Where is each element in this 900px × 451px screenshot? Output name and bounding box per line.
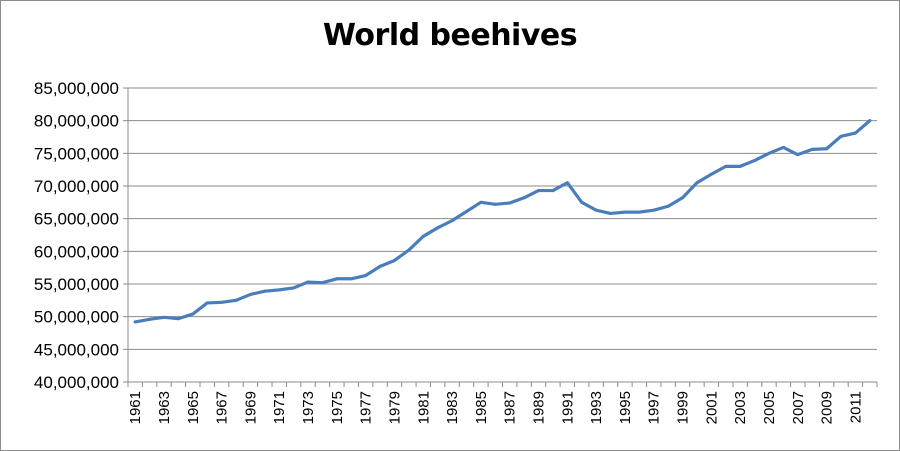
data-point [781, 145, 785, 149]
data-point [853, 131, 857, 135]
data-point [292, 286, 296, 290]
x-tick-label: 2011 [847, 391, 864, 423]
data-point [421, 234, 425, 238]
data-point [594, 208, 598, 212]
x-tick-label: 1973 [300, 391, 317, 424]
gridlines [128, 87, 877, 350]
x-tick-label: 2009 [819, 391, 836, 424]
x-tick-label: 1977 [358, 391, 375, 424]
data-point [162, 315, 166, 319]
x-tick-label: 1981 [415, 391, 432, 424]
x-tick-label: 1979 [386, 391, 403, 424]
x-axis: 1961 1963 1965 1967 1969 1971 1973 1975 1977 1979… [127, 381, 878, 424]
data-point [522, 196, 526, 200]
data-point [623, 210, 627, 214]
data-point [709, 172, 713, 176]
data-point [868, 119, 872, 123]
data-point [248, 292, 252, 296]
data-point [637, 210, 641, 214]
x-tick-label: 1999 [675, 391, 692, 424]
data-point [349, 277, 353, 281]
data-point [796, 153, 800, 157]
data-point [580, 200, 584, 204]
data-point [335, 277, 339, 281]
data-point [695, 181, 699, 185]
data-point [681, 196, 685, 200]
x-tick-label: 1961 [127, 391, 144, 424]
data-point [825, 147, 829, 151]
x-tick-label: 1993 [588, 391, 605, 424]
data-point [537, 189, 541, 193]
y-tick-label: 80,000,000 [34, 112, 119, 131]
y-tick-label: 75,000,000 [34, 144, 119, 163]
x-tick-label: 1989 [531, 391, 548, 424]
y-tick-label: 85,000,000 [34, 79, 119, 98]
chart-title: World beehives [322, 18, 578, 53]
x-tick-label: 1971 [271, 391, 288, 424]
data-point [320, 281, 324, 285]
data-point [493, 202, 497, 206]
x-tick-label: 2003 [732, 391, 749, 424]
x-tick-label: 1965 [185, 391, 202, 424]
data-point [364, 274, 368, 278]
data-point [436, 226, 440, 230]
data-point [205, 301, 209, 305]
x-tick-label: 1983 [444, 391, 461, 424]
data-point [479, 200, 483, 204]
data-point [378, 264, 382, 268]
data-point [666, 204, 670, 208]
x-tick-label: 1995 [617, 391, 634, 424]
data-point [508, 201, 512, 205]
x-tick-label: 1997 [646, 391, 663, 424]
data-point [407, 248, 411, 252]
data-point [565, 181, 569, 185]
series-line [133, 119, 872, 324]
data-point [839, 134, 843, 138]
data-point [753, 159, 757, 163]
data-point [652, 208, 656, 212]
data-point [263, 289, 267, 293]
x-tick-label: 2001 [703, 391, 720, 424]
y-tick-label: 45,000,000 [34, 340, 119, 359]
data-point [234, 298, 238, 302]
data-point [810, 147, 814, 151]
x-tick-label: 1967 [214, 391, 231, 424]
data-point [220, 300, 224, 304]
y-tick-label: 70,000,000 [34, 177, 119, 196]
x-tick-label: 2007 [790, 391, 807, 424]
x-tick-label: 1969 [242, 391, 259, 424]
data-point [148, 317, 152, 321]
x-tick-label: 1985 [473, 391, 490, 424]
y-tick-label: 65,000,000 [34, 210, 119, 229]
y-tick-label: 40,000,000 [34, 373, 119, 392]
y-tick-label: 60,000,000 [34, 242, 119, 261]
series-layer [133, 119, 872, 324]
data-point [306, 280, 310, 284]
x-tick-label: 1991 [559, 391, 576, 424]
x-tick-label: 2005 [761, 391, 778, 424]
data-point [450, 219, 454, 223]
y-tick-label: 55,000,000 [34, 275, 119, 294]
data-point [277, 288, 281, 292]
data-point [133, 320, 137, 324]
data-point [724, 164, 728, 168]
data-point [551, 189, 555, 193]
y-axis: 40,000,000 45,000,000 50,000,000 55,000,000… [34, 79, 129, 392]
data-point [191, 312, 195, 316]
data-point [176, 317, 180, 321]
x-tick-label: 1963 [156, 391, 173, 424]
y-tick-label: 50,000,000 [34, 308, 119, 327]
x-tick-label: 1975 [329, 391, 346, 424]
data-point [738, 164, 742, 168]
data-point [609, 211, 613, 215]
data-point [464, 209, 468, 213]
x-tick-label: 1987 [502, 391, 519, 424]
data-point [767, 151, 771, 155]
data-point [392, 258, 396, 262]
